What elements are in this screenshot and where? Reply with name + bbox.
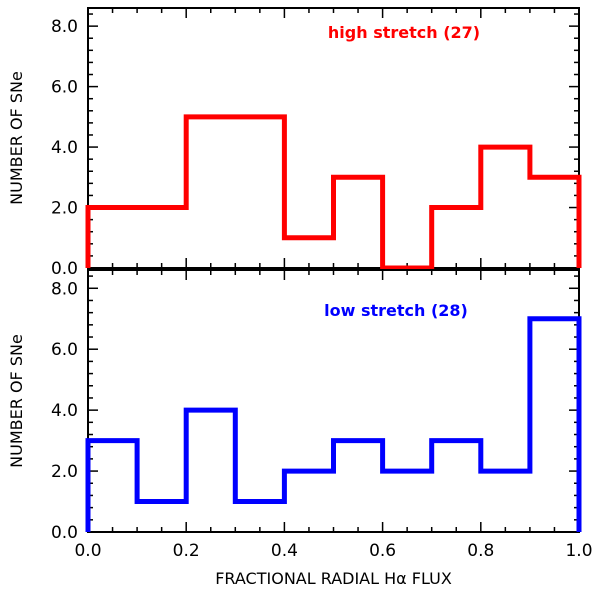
histogram-step-line — [85, 316, 582, 532]
y-tick-label: 4.0 — [51, 401, 78, 421]
y-axis-title: NUMBER OF SNe — [7, 71, 26, 205]
x-axis-title: FRACTIONAL RADIAL Hα FLUX — [215, 569, 452, 588]
histogram-bar — [383, 471, 432, 532]
x-tick-label: 0.8 — [467, 541, 494, 561]
x-tick-label: 1.0 — [565, 541, 592, 561]
histogram-bar — [88, 208, 137, 268]
x-tick-label: 0.4 — [271, 541, 298, 561]
y-tick-label: 2.0 — [51, 462, 78, 482]
histogram-bar — [284, 471, 333, 532]
y-tick-label: 8.0 — [51, 279, 78, 299]
x-tick-label: 0.0 — [74, 541, 101, 561]
histogram-bar — [334, 441, 383, 532]
histogram-bar — [186, 117, 235, 268]
histogram-bar — [334, 177, 383, 268]
y-tick-label: 8.0 — [51, 17, 78, 37]
histogram-bar — [186, 410, 235, 532]
top-panel: 0.0 2.0 4.0 6.0 8.0 high stretch (27) NUMBER O… — [7, 7, 582, 279]
y-tick-label: 6.0 — [51, 340, 78, 360]
series-label: low stretch (28) — [324, 301, 468, 320]
y-tick-label: 0.0 — [51, 259, 78, 279]
histogram-bar — [530, 319, 579, 532]
x-tick-label: 0.6 — [369, 541, 396, 561]
histogram-bar — [137, 208, 186, 268]
x-tick-label: 0.2 — [173, 541, 200, 561]
y-tick-label: 4.0 — [51, 138, 78, 158]
bottom-panel: 0.0 2.0 4.0 6.0 8.0 0.0 0.2 0.4 0.6 0.8 1.0 low str… — [7, 269, 593, 588]
histogram-bar — [88, 441, 137, 532]
y-tick-label: 0.0 — [51, 523, 78, 543]
y-tick-label: 6.0 — [51, 78, 78, 98]
histogram-step-line — [85, 114, 582, 271]
histogram-bar — [481, 147, 530, 268]
histogram-bar — [432, 208, 481, 268]
series-label: high stretch (27) — [328, 23, 480, 42]
y-axis-title: NUMBER OF SNe — [7, 334, 26, 468]
histogram-bar — [235, 117, 284, 268]
histogram-bar — [432, 441, 481, 532]
histogram-bar — [530, 177, 579, 268]
histogram-bar — [481, 471, 530, 532]
y-tick-label: 2.0 — [51, 199, 78, 219]
